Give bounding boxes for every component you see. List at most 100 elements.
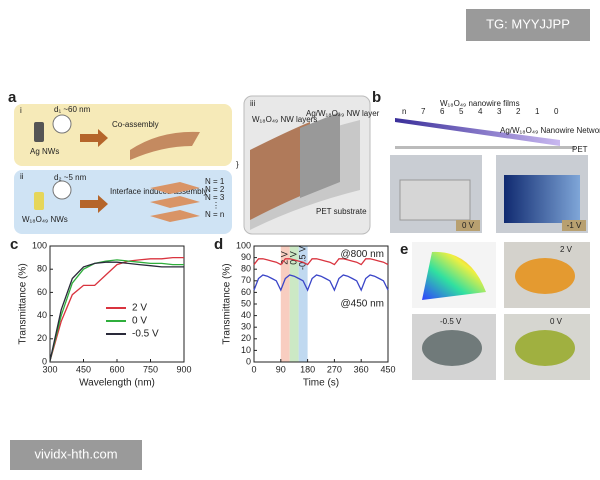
footer-box (10, 440, 142, 470)
step-box (14, 104, 232, 166)
chameleon (422, 330, 482, 366)
material: W₁₈O₄₉ NWs (22, 215, 68, 224)
photo-label: -1 V (567, 221, 582, 230)
y-axis-label: Transmittance (%) (222, 263, 233, 344)
x-axis-label: Time (s) (303, 378, 339, 389)
film-photo (504, 175, 580, 223)
layer-n: N = n (205, 210, 224, 219)
x-tick-label: 270 (327, 364, 342, 374)
series-line (253, 258, 389, 266)
panel-label: a (8, 89, 17, 106)
photo-tag (456, 220, 480, 231)
x-tick-label: 180 (300, 364, 315, 374)
band-label: 2 V (280, 251, 290, 265)
legend-label: -0.5 V (132, 329, 159, 340)
y-tick-label: 80 (37, 264, 47, 274)
legend-label: 2 V (132, 303, 147, 314)
film-photo (399, 179, 471, 221)
pet-label: PET (572, 145, 588, 154)
step-number: 0 (554, 107, 559, 116)
y-axis-label: Transmittance (%) (18, 263, 29, 344)
network-label: Ag/W₁₈O₄₉ Nanowire Network (500, 126, 600, 135)
step-number: 2 (516, 107, 521, 116)
film (130, 131, 200, 160)
steps: n 7 6 5 4 3 2 1 0 (402, 107, 559, 116)
step-number: 5 (459, 107, 464, 116)
watermark-box (466, 9, 590, 41)
y-tick-label: 10 (241, 345, 251, 355)
y-tick-label: 40 (37, 310, 47, 320)
vial (34, 122, 44, 142)
y-tick-label: 0 (246, 356, 251, 366)
vial (34, 192, 44, 210)
x-tick-label: 0 (251, 364, 256, 374)
series-line (49, 256, 184, 361)
y-tick-label: 100 (32, 240, 47, 250)
panel-label: b (372, 89, 381, 106)
arrow (80, 195, 108, 213)
step-text: Co-assembly (112, 120, 159, 129)
y-tick-label: 90 (241, 252, 251, 262)
y-tick-label: 0 (42, 356, 47, 366)
y-tick-label: 30 (241, 322, 251, 332)
step-label: iii (250, 99, 256, 108)
x-tick-label: 90 (276, 364, 286, 374)
y-tick-label: 70 (241, 275, 251, 285)
layer-label: W₁₈O₄₉ NW layers (252, 115, 317, 124)
y-tick-label: 50 (241, 298, 251, 308)
legend-label: 0 V (132, 316, 147, 327)
cie-diagram (422, 251, 486, 300)
x-tick-label: 450 (76, 364, 91, 374)
x-tick-label: 450 (380, 364, 395, 374)
layer-n: N = 1 (205, 177, 225, 186)
wedge (395, 118, 560, 146)
panel-label: d (214, 236, 223, 253)
material: Ag NWs (30, 147, 59, 156)
y-tick-label: 80 (241, 264, 251, 274)
step-label: i (20, 106, 22, 115)
x-tick-label: 600 (109, 364, 124, 374)
watermark: TG: MYYJJPP (486, 16, 570, 31)
step-number: 3 (497, 107, 502, 116)
footer: vividx-hth.com (34, 446, 117, 461)
layer-n: N = 2 (205, 185, 225, 194)
series-label: @800 nm (340, 249, 384, 260)
arrow (80, 129, 108, 147)
wire-sketch (52, 180, 72, 200)
step-number: n (402, 107, 406, 116)
step-number: 6 (440, 107, 445, 116)
step-label: ii (20, 172, 24, 181)
series-line (49, 261, 184, 361)
layer-label: Ag/W₁₈O₄₉ NW layer (306, 109, 380, 118)
chameleon (515, 258, 575, 294)
pet-strip (395, 146, 575, 149)
y-tick-label: 60 (37, 287, 47, 297)
wire-sketch (52, 114, 72, 134)
photo-label: 0 V (462, 221, 475, 230)
band (298, 246, 308, 362)
photo-label: 0 V (550, 317, 563, 326)
photo-label: -0.5 V (440, 317, 462, 326)
layer-n: N = 3 (205, 193, 225, 202)
y-tick-label: 40 (241, 310, 251, 320)
x-tick-label: 300 (42, 364, 57, 374)
x-tick-label: 750 (143, 364, 158, 374)
photo-tag (562, 220, 586, 231)
layer-n: ⋮ (212, 201, 220, 210)
y-tick-label: 20 (37, 333, 47, 343)
series-label: @450 nm (340, 299, 384, 310)
x-tick-label: 360 (354, 364, 369, 374)
step-number: 7 (421, 107, 426, 116)
diameter: d₂ ~5 nm (54, 173, 87, 182)
step-text: Interface induced assembly (110, 187, 207, 196)
x-tick-label: 900 (176, 364, 191, 374)
brace: } (236, 160, 239, 169)
layers (150, 182, 200, 222)
y-tick-label: 60 (241, 287, 251, 297)
panel-label: e (400, 241, 408, 258)
series-line (253, 274, 389, 292)
band-label: -0.5 V (298, 246, 308, 270)
y-tick-label: 100 (236, 240, 251, 250)
